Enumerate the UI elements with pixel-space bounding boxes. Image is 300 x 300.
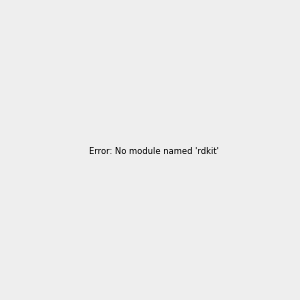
Text: Error: No module named 'rdkit': Error: No module named 'rdkit' bbox=[89, 147, 219, 156]
